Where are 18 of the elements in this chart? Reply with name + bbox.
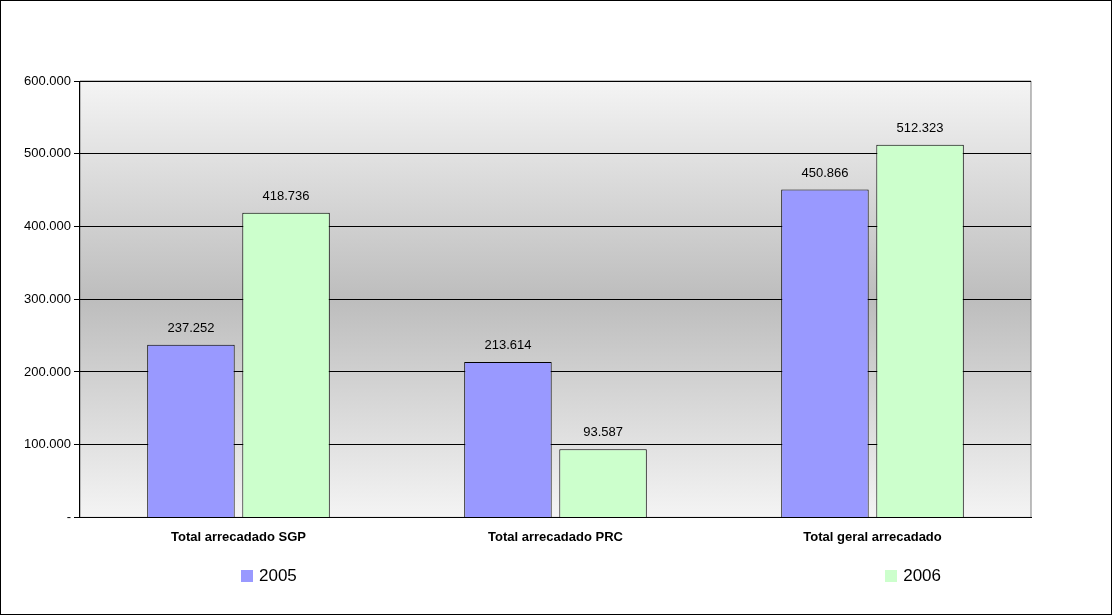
y-tick-label: 300.000 [23, 290, 71, 306]
x-tick-label: Total geral arrecadado [803, 528, 942, 544]
y-tick-label: 100.000 [23, 436, 71, 452]
y-tick-label: - [66, 508, 71, 524]
y-tick-label: 500.000 [23, 145, 71, 161]
legend-label: 2006 [903, 566, 941, 586]
legend-label: 2005 [259, 566, 297, 586]
data-label: 450.866 [801, 164, 849, 180]
data-label: 237.252 [167, 319, 215, 335]
data-label: 213.614 [484, 337, 532, 353]
y-tick-label: 200.000 [23, 363, 71, 379]
y-tick-label: 600.000 [23, 72, 71, 88]
data-label: 512.323 [896, 119, 944, 135]
x-tick-label: Total arrecadado SGP [171, 528, 307, 544]
data-label: 93.587 [583, 424, 623, 440]
data-label: 418.736 [262, 187, 310, 203]
x-tick-label: Total arrecadado PRC [488, 528, 624, 544]
y-tick-label: 400.000 [23, 218, 71, 234]
